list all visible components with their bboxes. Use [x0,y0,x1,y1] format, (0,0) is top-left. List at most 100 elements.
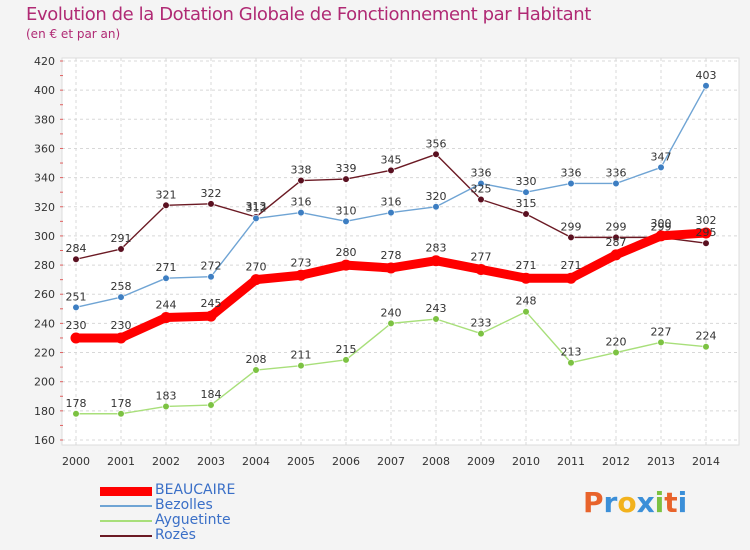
data-label: 291 [111,232,132,245]
data-label: 313 [246,200,267,213]
data-point [342,356,350,364]
data-label: 356 [426,137,447,150]
data-point [432,203,440,211]
y-tick-label: 360 [34,142,55,155]
data-point [657,163,665,172]
data-point [295,269,307,281]
data-label: 339 [336,162,357,175]
data-label: 320 [426,190,447,203]
data-label: 184 [201,388,222,401]
data-label: 302 [696,214,717,227]
data-label: 287 [606,236,627,249]
x-tick-label: 2000 [62,455,90,468]
data-label: 299 [606,220,627,233]
data-point [162,274,170,282]
y-tick-label: 280 [34,259,55,272]
y-tick-label: 300 [34,230,55,243]
data-label: 300 [651,217,672,230]
data-label: 316 [381,196,402,209]
data-label: 284 [66,242,87,255]
data-label: 178 [111,397,132,410]
data-label: 336 [606,166,627,179]
x-tick-label: 2003 [197,455,225,468]
data-label: 321 [156,188,177,201]
data-label: 280 [336,246,357,259]
data-point [567,359,575,367]
data-point [342,217,350,225]
y-tick-label: 200 [34,376,55,389]
data-point [72,255,80,263]
data-point [477,329,485,338]
y-tick-label: 400 [34,84,55,97]
data-point [612,179,620,188]
data-label: 211 [291,349,312,362]
logo-letter: i [654,486,665,519]
data-point [297,176,305,185]
data-point [207,401,215,409]
logo-letter: r [603,486,618,519]
x-tick-label: 2014 [692,455,720,468]
data-label: 347 [651,150,672,163]
data-point [297,208,305,217]
logo-letter: i [677,486,688,519]
data-point [702,82,710,90]
y-tick-label: 340 [34,172,55,185]
data-label: 227 [651,325,672,338]
logo-letter: x [636,486,655,519]
data-label: 251 [66,290,87,303]
data-label: 243 [426,302,447,315]
y-tick-label: 240 [34,317,55,330]
data-point [70,332,82,344]
data-point [475,263,487,275]
chart-subtitle: (en € et par an) [26,27,121,41]
data-point [205,310,217,322]
data-label: 299 [561,220,582,233]
data-label: 336 [471,166,492,179]
data-label: 283 [426,242,447,255]
data-label: 258 [111,280,132,293]
legend-swatch [100,520,152,522]
data-point [610,249,622,261]
data-point [612,348,620,357]
chart-title: Evolution de la Dotation Globale de Fonc… [26,4,591,25]
data-point [117,410,125,418]
x-tick-label: 2001 [107,455,135,468]
data-label: 299 [651,220,672,233]
legend-label: Ayguetinte [155,512,231,528]
data-point [522,308,530,316]
grid [62,58,739,445]
data-label: 277 [471,250,492,263]
data-point [160,312,172,324]
x-tick-label: 2005 [287,455,315,468]
data-point [162,201,170,209]
data-point [250,274,262,286]
data-point [432,150,440,158]
data-point [612,233,620,241]
data-point [297,362,305,370]
data-point [477,179,485,188]
data-label: 316 [291,196,312,209]
y-tick-label: 180 [34,405,55,418]
data-label: 322 [201,187,222,200]
x-tick-label: 2002 [152,455,180,468]
legend-label: Rozès [155,527,196,543]
data-point [655,230,667,242]
x-tick-label: 2009 [467,455,495,468]
logo-letter: t [664,486,678,519]
data-label: 183 [156,389,177,402]
data-label: 270 [246,261,267,274]
data-point [387,166,395,174]
data-label: 271 [516,259,537,272]
x-tick-label: 2011 [557,455,585,468]
data-label: 213 [561,346,582,359]
data-point [565,272,577,284]
point-labels: 284 291 321 322 313 338 339 345 356 325 315 299 299 2… [66,69,717,410]
data-point [72,303,80,311]
legend-swatch [100,505,152,507]
data-label: 325 [471,182,492,195]
data-label: 233 [471,317,492,330]
x-tick-label: 2006 [332,455,360,468]
data-label: 248 [516,295,537,308]
data-label: 273 [291,256,312,269]
